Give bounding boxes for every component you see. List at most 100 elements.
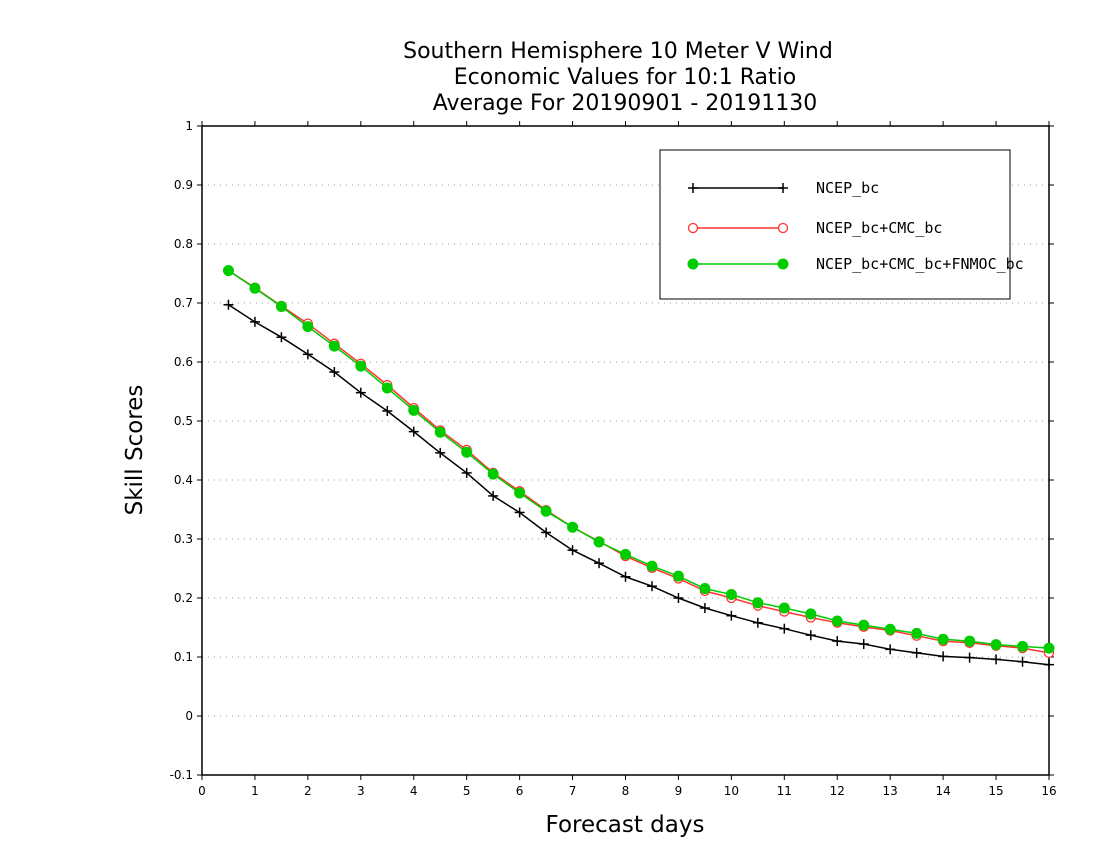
data-point <box>1017 656 1028 667</box>
axis-ticks: -0.100.10.20.30.40.50.60.70.80.910 1 2 3 4 5 6… <box>170 119 1057 798</box>
series-lines <box>222 265 1055 670</box>
data-point <box>275 301 287 313</box>
y-tick-label: 0.6 <box>174 355 193 369</box>
data-point <box>249 316 260 327</box>
x-tick-label: 0 <box>198 784 206 798</box>
y-tick-label: 1 <box>185 119 193 133</box>
series-2 <box>223 265 1055 659</box>
y-tick-label: 0.9 <box>174 178 193 192</box>
x-tick-label: 6 <box>516 784 524 798</box>
data-point <box>938 651 949 662</box>
data-point <box>567 521 579 533</box>
data-point <box>779 623 790 634</box>
data-point <box>435 447 446 458</box>
data-point <box>725 588 737 600</box>
x-tick-label: 15 <box>988 784 1003 798</box>
data-point <box>276 332 287 343</box>
x-tick-label: 1 <box>251 784 259 798</box>
y-tick-label: 0.3 <box>174 532 193 546</box>
x-tick-label: 8 <box>622 784 630 798</box>
data-point <box>832 636 843 647</box>
data-point <box>514 487 526 499</box>
data-point <box>1044 659 1054 670</box>
data-point <box>328 340 340 352</box>
x-tick-label: 2 <box>304 784 312 798</box>
data-point <box>911 627 923 639</box>
legend-marker <box>687 258 699 270</box>
legend-marker <box>687 222 699 234</box>
data-point <box>223 299 234 310</box>
data-point <box>699 583 711 595</box>
data-point <box>646 581 657 592</box>
title-line-2: Economic Values for 10:1 Ratio <box>454 65 796 90</box>
data-point <box>434 426 446 438</box>
legend-label: NCEP_bc <box>816 179 879 197</box>
legend: NCEP_bc NCEP_bc+CMC_bc NCEP_bc+CMC_bc+FNMO… <box>659 149 1024 300</box>
data-point <box>699 603 710 614</box>
chart-title: Southern Hemisphere 10 Meter V Wind Econ… <box>403 39 833 116</box>
legend-box <box>659 149 1011 300</box>
data-point <box>937 633 949 645</box>
x-tick-label: 12 <box>830 784 845 798</box>
series-1 <box>223 299 1054 670</box>
data-point <box>567 545 578 556</box>
title-line-1: Southern Hemisphere 10 Meter V Wind <box>403 39 833 64</box>
series-3 <box>222 265 1055 654</box>
data-point <box>964 652 975 663</box>
data-point <box>355 360 367 372</box>
y-tick-label: 0.1 <box>174 650 193 664</box>
data-point <box>540 505 552 517</box>
y-tick-label: -0.1 <box>170 768 193 782</box>
data-point <box>885 644 896 655</box>
data-point <box>302 321 314 333</box>
title-line-3: Average For 20190901 - 20191130 <box>433 91 818 116</box>
legend-entry-3: NCEP_bc+CMC_bc+FNMOC_bc <box>687 255 1024 273</box>
data-point <box>990 639 1002 651</box>
data-point <box>884 623 896 635</box>
data-point <box>381 382 393 394</box>
data-point <box>673 593 684 603</box>
data-point <box>593 536 605 548</box>
data-point <box>329 367 340 378</box>
y-tick-label: 0.7 <box>174 296 193 310</box>
legend-marker <box>778 183 788 193</box>
x-tick-label: 16 <box>1041 784 1056 798</box>
x-tick-label: 14 <box>935 784 950 798</box>
data-point <box>620 548 631 560</box>
legend-entry-1: NCEP_bc <box>688 179 879 197</box>
data-point <box>355 387 366 398</box>
x-tick-label: 5 <box>463 784 471 798</box>
series-line <box>228 269 1050 654</box>
data-point <box>858 619 870 631</box>
data-point <box>831 615 843 627</box>
data-point <box>222 265 234 277</box>
data-point <box>1017 640 1029 652</box>
data-point <box>991 654 1002 665</box>
legend-label: NCEP_bc+CMC_bc+FNMOC_bc <box>816 255 1024 273</box>
data-point <box>1043 642 1055 654</box>
data-point <box>858 639 869 650</box>
legend-marker <box>777 258 789 270</box>
data-point <box>408 404 420 416</box>
data-point <box>964 635 976 647</box>
data-point <box>805 608 817 620</box>
x-tick-label: 13 <box>883 784 898 798</box>
data-point <box>249 282 261 294</box>
data-point <box>911 647 922 658</box>
legend-label: NCEP_bc+CMC_bc <box>816 219 942 237</box>
data-point <box>646 560 658 572</box>
x-tick-label: 10 <box>724 784 739 798</box>
x-tick-label: 9 <box>675 784 683 798</box>
data-point <box>672 570 684 582</box>
data-point <box>778 602 790 614</box>
y-tick-label: 0.4 <box>174 473 193 487</box>
y-axis-label: Skill Scores <box>122 385 148 516</box>
data-point <box>461 446 473 458</box>
data-point <box>805 630 816 641</box>
data-point <box>752 597 764 609</box>
data-point <box>382 405 393 416</box>
y-tick-label: 0.2 <box>174 591 193 605</box>
data-point <box>461 467 472 478</box>
y-tick-label: 0 <box>185 709 193 723</box>
